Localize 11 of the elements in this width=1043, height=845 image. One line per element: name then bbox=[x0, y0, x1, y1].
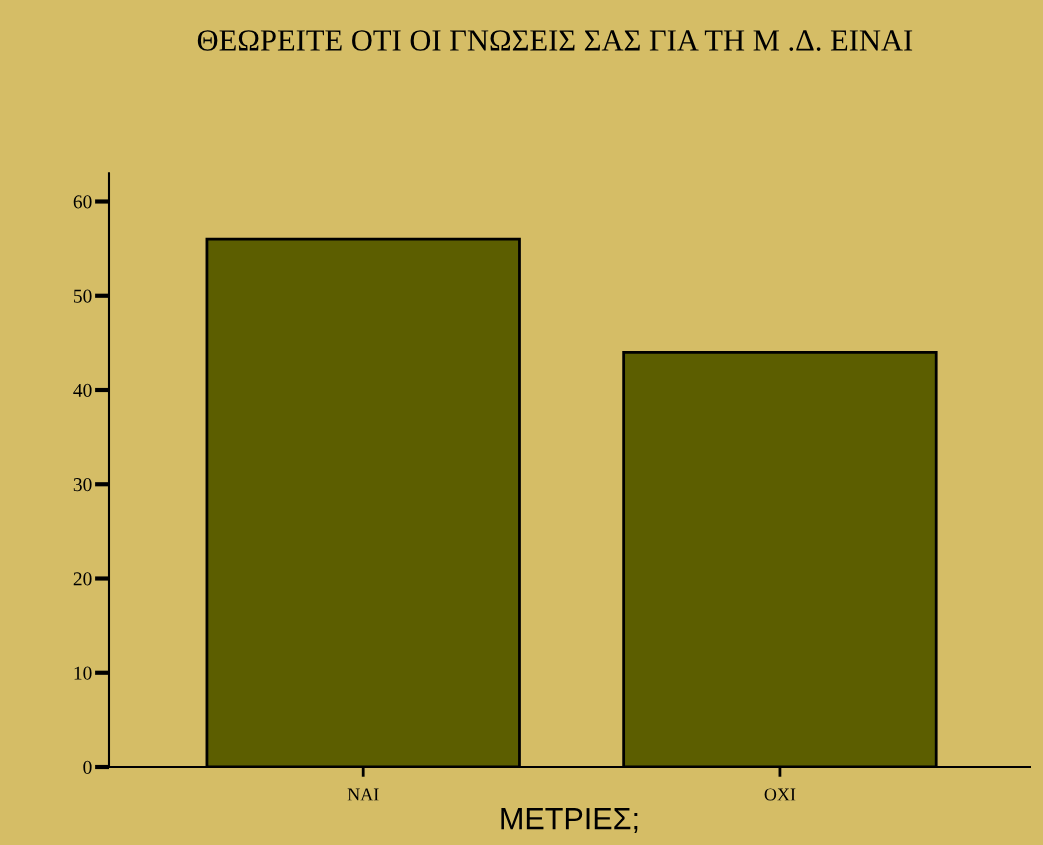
y-tick-label: 20 bbox=[73, 572, 92, 586]
y-tick-label: 0 bbox=[83, 760, 92, 774]
y-tick-label: 60 bbox=[73, 195, 92, 209]
y-tick-label: 50 bbox=[74, 289, 92, 303]
x-tick-label: ΝΑΙ bbox=[347, 788, 379, 801]
chart-title: ΘΕΩΡΕΙΤΕ ΟΤΙ ΟΙ ΓΝΩΣΕΙΣ ΣΑΣ ΓΙΑ ΤΗ Μ .Δ. ΕΙΝΑΙ bbox=[197, 30, 913, 51]
y-tick-label: 10 bbox=[74, 666, 92, 680]
x-axis-title: ΜΕΤΡΙΕΣ; bbox=[501, 808, 638, 834]
x-tick-label: ΟΧΙ bbox=[764, 788, 796, 801]
y-tick-label: 40 bbox=[73, 383, 92, 397]
y-tick-label: 30 bbox=[73, 478, 92, 492]
